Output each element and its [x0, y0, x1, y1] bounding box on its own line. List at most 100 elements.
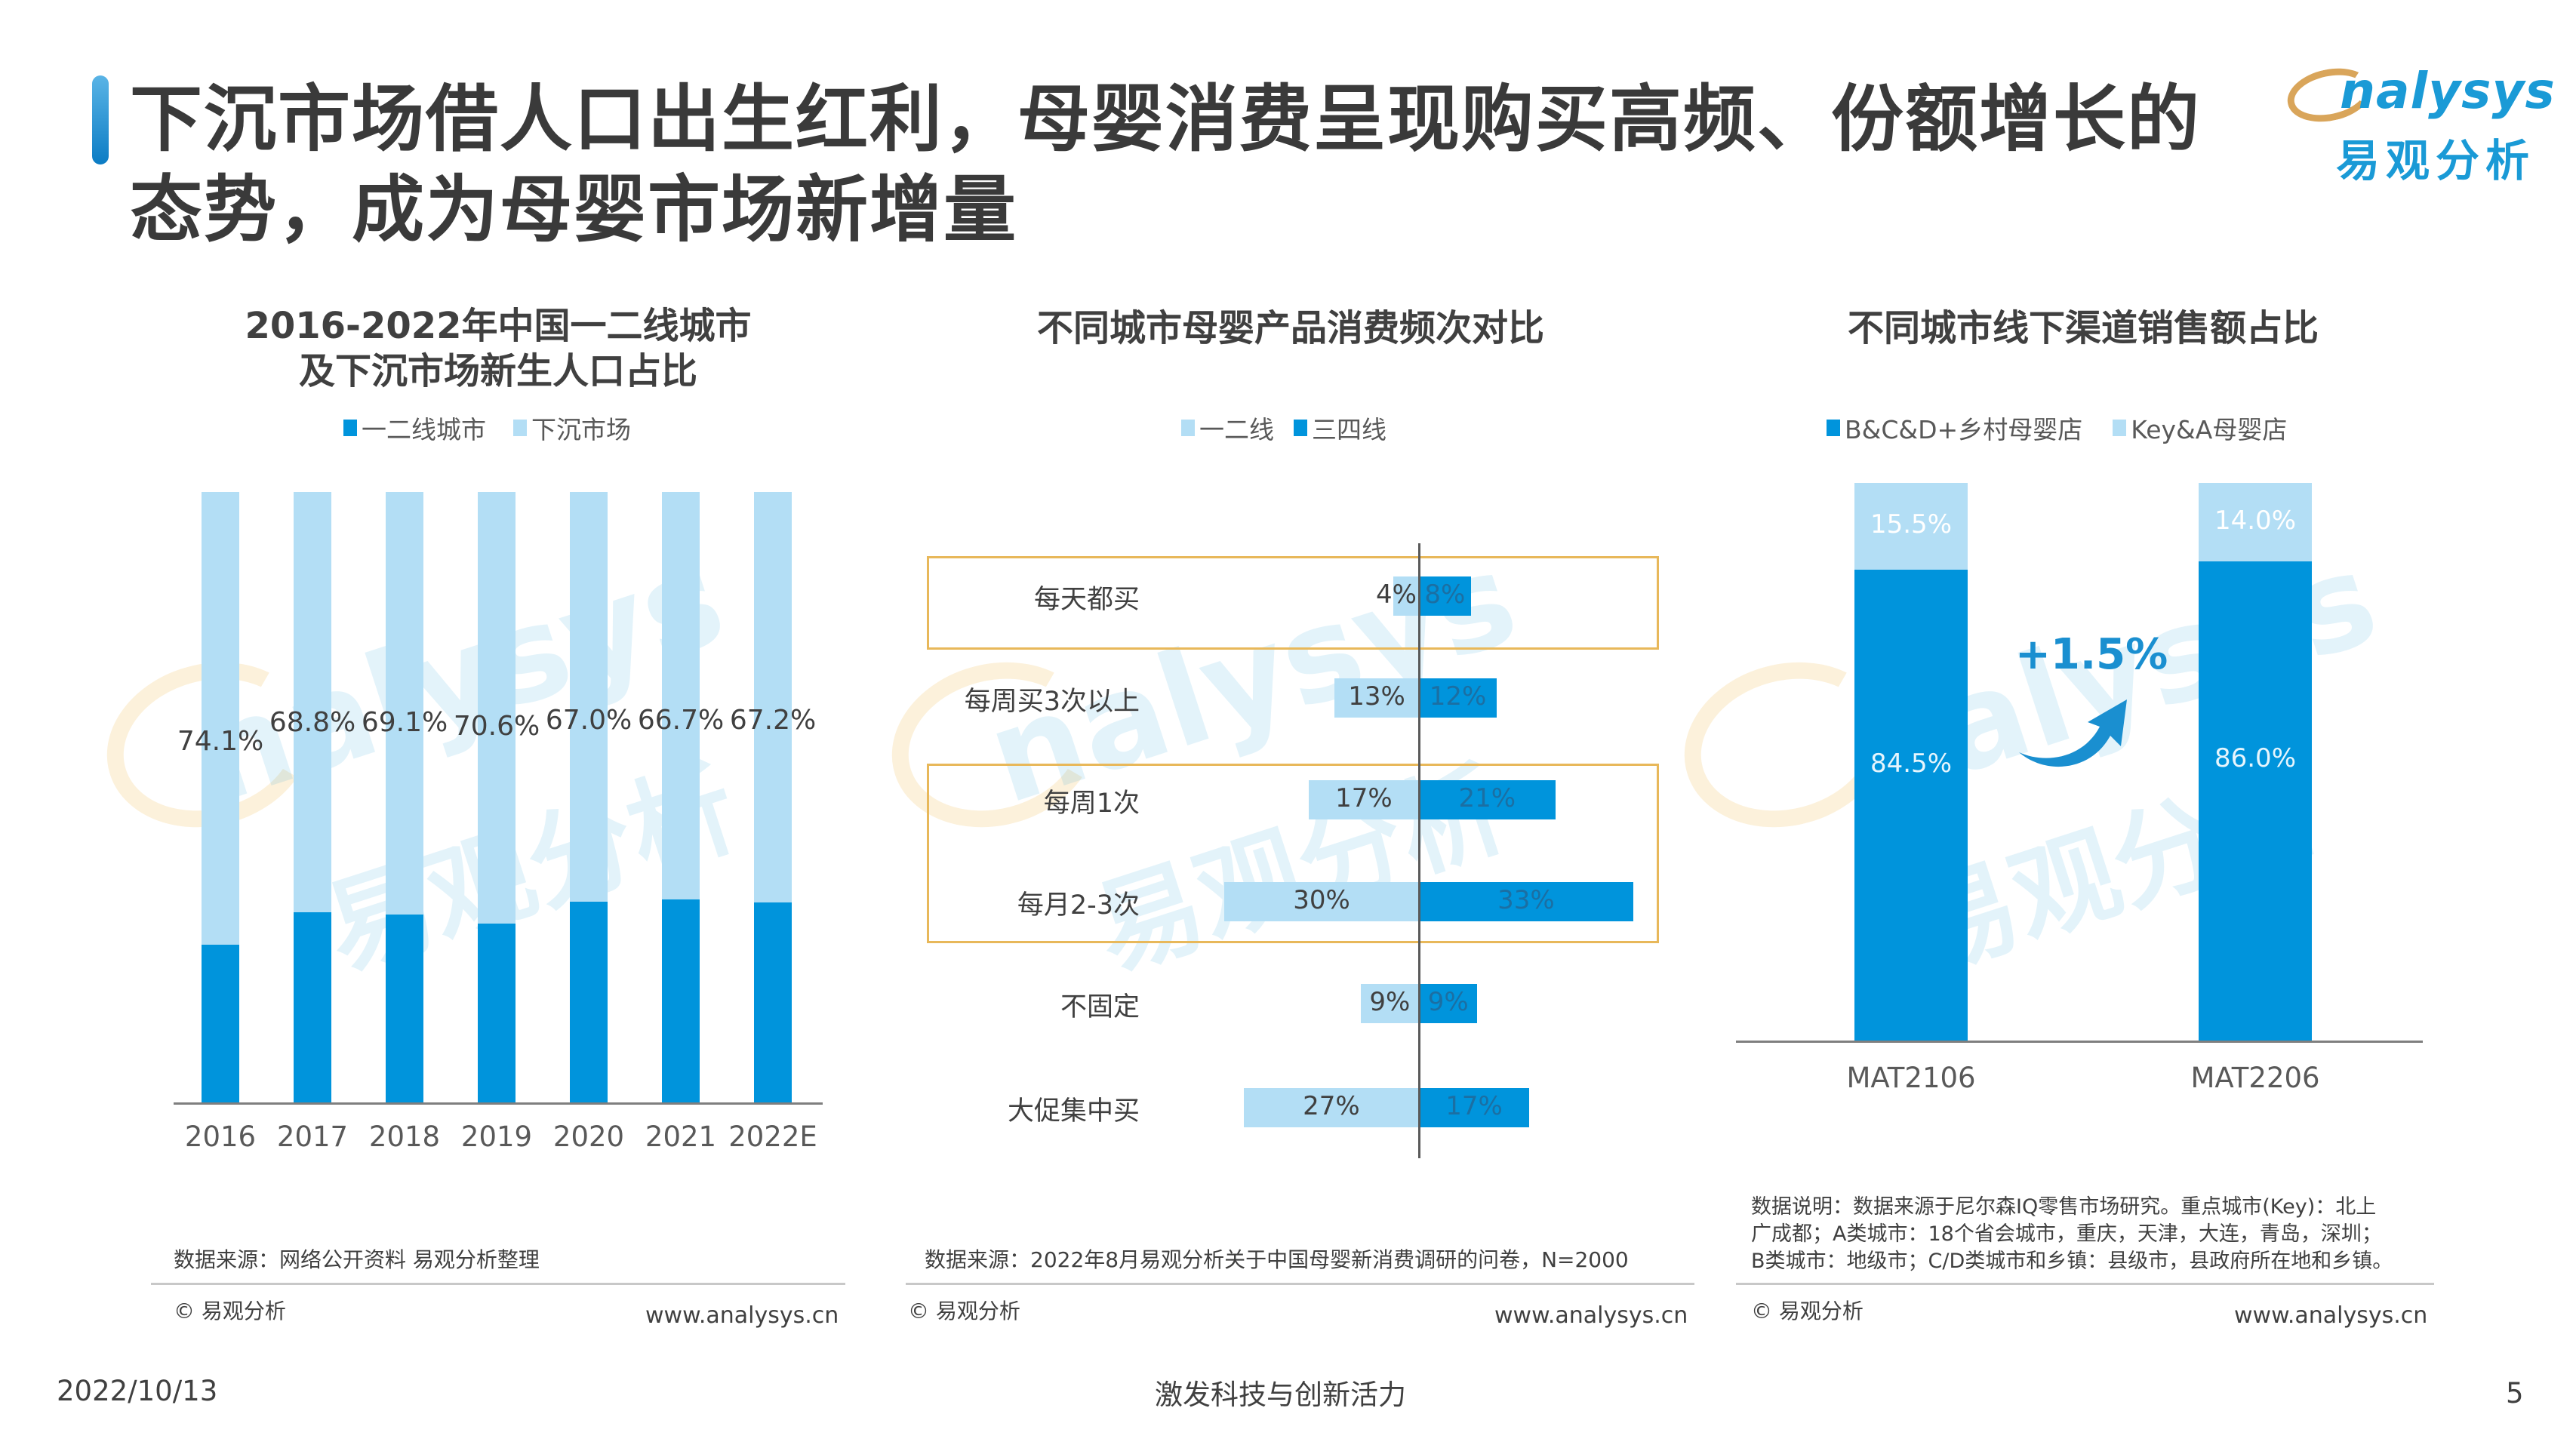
- data-label-top: 15.5%: [1870, 509, 1952, 540]
- chart1-legend: 一二线城市 下沉市场: [343, 410, 658, 446]
- chart1-x-labels: 2016 2017 2018 2019 2020 2021 2022E: [174, 1121, 823, 1158]
- bar-segment-key-a: [2199, 483, 2312, 561]
- page-title-line2: 态势，成为母婴市场新增量: [130, 168, 1017, 252]
- data-label-left: 30%: [1293, 885, 1350, 915]
- data-label-left: 17%: [1335, 783, 1393, 813]
- bar-tier34: [1419, 780, 1556, 819]
- legend-item-key-a: Key&A母婴店: [2113, 410, 2287, 446]
- row-label: 每周买3次以上: [964, 687, 1140, 717]
- legend-swatch-light: [2113, 420, 2127, 436]
- row-label: 不固定: [1060, 992, 1140, 1022]
- chart3-copyright: © 易观分析: [1751, 1299, 1864, 1323]
- highlight-box-weekly-monthly: [927, 764, 1659, 943]
- x-axis-label: MAT2206: [2190, 1062, 2320, 1094]
- x-axis-label: 2017: [276, 1121, 349, 1153]
- bar-tier12: [1308, 780, 1419, 819]
- data-label: 68.8%: [269, 707, 356, 738]
- chart1-title: 2016-2022年中国一二线城市 及下沉市场新生人口占比: [174, 303, 823, 394]
- legend-label: 三四线: [1312, 415, 1386, 444]
- bar-tier34: [1419, 1088, 1530, 1127]
- chart2-footer-divider: [906, 1283, 1694, 1285]
- legend-item-tier12: 一二线: [1181, 410, 1274, 446]
- x-axis-label: 2022E: [728, 1121, 817, 1153]
- chart1-url[interactable]: www.analysys.cn: [645, 1302, 839, 1329]
- growth-annotation: +1.5%: [2015, 630, 2168, 679]
- legend-label: B&C&D+乡村母婴店: [1845, 415, 2083, 444]
- x-axis-label: MAT2106: [1846, 1062, 1976, 1094]
- legend-label: Key&A母婴店: [2131, 415, 2288, 444]
- chart2-source: 数据来源：2022年8月易观分析关于中国母婴新消费调研的问卷，N=2000: [925, 1247, 1629, 1272]
- chart3-legend: B&C&D+乡村母婴店 Key&A母婴店: [1827, 410, 2314, 446]
- note-line: 数据说明：数据来源于尼尔森IQ零售市场研究。重点城市(Key)：北上: [1751, 1195, 2377, 1219]
- chart1-x-axis: [174, 1102, 823, 1105]
- data-label: 70.6%: [453, 711, 540, 742]
- page-title-line1: 下沉市场借人口出生红利，母婴消费呈现购买高频、份额增长的: [130, 77, 2201, 161]
- data-label-right: 17%: [1445, 1091, 1503, 1121]
- legend-item-lower-tier: 下沉市场: [513, 410, 631, 446]
- x-axis-label: 2020: [552, 1121, 625, 1153]
- bar-tier12: [1334, 678, 1419, 718]
- data-label-right: 21%: [1458, 783, 1516, 813]
- bar-tier34: [1419, 984, 1478, 1023]
- legend-swatch-light: [513, 420, 527, 436]
- chart1-footer-divider: [151, 1283, 845, 1285]
- legend-label: 一二线: [1199, 415, 1274, 444]
- legend-item-bcd-rural: B&C&D+乡村母婴店: [1827, 410, 2082, 446]
- data-label-top: 14.0%: [2214, 505, 2296, 536]
- bar-tier34: [1419, 576, 1471, 616]
- chart1-plot-area: 74.1% 68.8% 69.1% 70.6% 67.0% 66.7% 67.2%: [174, 492, 823, 1103]
- chart3-footer-divider: [1736, 1283, 2434, 1285]
- legend-swatch-dark: [1294, 420, 1307, 436]
- chart1-title-line2: 及下沉市场新生人口占比: [298, 350, 697, 392]
- data-label: 67.0%: [545, 705, 632, 736]
- legend-swatch-light: [1181, 420, 1195, 436]
- note-line: B类城市：地级市；C/D类城市和乡镇：县级市，县政府所在地和乡镇。: [1751, 1250, 2393, 1273]
- data-label-bottom: 86.0%: [2214, 743, 2296, 774]
- bar-tier12: [1224, 882, 1419, 921]
- bar-tier34: [1419, 678, 1497, 718]
- title-accent-bar: [92, 75, 109, 164]
- curved-arrow-up-right-icon: [2019, 699, 2127, 767]
- row-label: 每周1次: [1043, 789, 1140, 819]
- chart2-url[interactable]: www.analysys.cn: [1494, 1302, 1688, 1329]
- analysys-logo: nalysys 易观分析: [2282, 60, 2555, 186]
- bar-segment-tier12: [202, 945, 239, 1103]
- bar-segment-lower-tier: [570, 492, 608, 902]
- slide-slogan: 激发科技与创新活力: [1155, 1379, 1406, 1411]
- row-label: 每天都买: [1033, 585, 1140, 615]
- bar-segment-bcd-rural: [2199, 561, 2312, 1041]
- data-label-left: 9%: [1369, 987, 1411, 1017]
- data-label: 67.2%: [729, 705, 817, 736]
- highlight-box-daily: [927, 556, 1659, 650]
- data-label-right: 8%: [1424, 580, 1466, 610]
- data-label-left: 13%: [1348, 681, 1405, 712]
- chart2-copyright: © 易观分析: [908, 1299, 1020, 1323]
- bar-segment-tier12: [662, 899, 700, 1103]
- chart2-plot-area: 每天都买 4% 8% 每周买3次以上 13% 12% 每周1次 17% 21% 每月2-3次 30%…: [906, 543, 1698, 1162]
- bar-tier34: [1419, 882, 1633, 921]
- chart3-plot-area: 15.5% 84.5% 14.0% 86.0%: [1736, 483, 2423, 1041]
- x-axis-label: 2018: [368, 1121, 441, 1153]
- page-number: 5: [2506, 1377, 2524, 1410]
- legend-swatch-dark: [1827, 420, 1840, 436]
- logo-text-en: nalysys: [2340, 62, 2556, 120]
- bar-tier12: [1360, 984, 1419, 1023]
- bar-tier12: [1243, 1088, 1419, 1127]
- chart1-title-line1: 2016-2022年中国一二线城市: [245, 305, 752, 347]
- bar-segment-tier12: [754, 902, 792, 1103]
- data-label: 69.1%: [361, 707, 448, 738]
- bar-segment-lower-tier: [294, 492, 331, 913]
- bar-segment-lower-tier: [202, 492, 239, 945]
- bar-segment-tier12: [294, 912, 331, 1103]
- legend-swatch-dark: [343, 420, 357, 436]
- data-label-right: 33%: [1497, 885, 1555, 915]
- chart2-title: 不同城市母婴产品消费频次对比: [1036, 307, 1544, 349]
- bar-segment-lower-tier: [386, 492, 423, 915]
- x-axis-label: 2016: [184, 1121, 257, 1153]
- bar-segment-tier12: [570, 901, 608, 1103]
- bar-segment-bcd-rural: [1854, 569, 1968, 1041]
- chart3-url[interactable]: www.analysys.cn: [2234, 1302, 2428, 1329]
- logo-text-cn: 易观分析: [2336, 135, 2536, 186]
- chart2-legend: 一二线 三四线: [1181, 410, 1414, 446]
- data-label: 66.7%: [637, 705, 725, 736]
